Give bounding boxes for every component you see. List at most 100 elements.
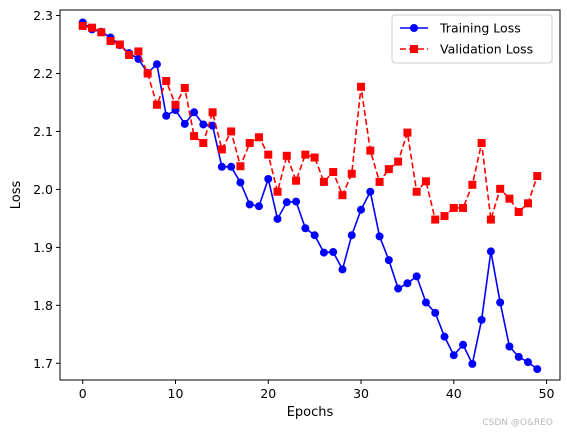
- data-point: [319, 177, 328, 186]
- series-validation-loss: [78, 21, 542, 224]
- data-point: [394, 284, 403, 293]
- data-point: [282, 198, 291, 207]
- data-point: [459, 203, 468, 212]
- data-point: [421, 298, 430, 307]
- data-point: [440, 332, 449, 341]
- x-tick-label: 10: [168, 386, 184, 401]
- data-point: [523, 199, 532, 208]
- data-point: [264, 174, 273, 183]
- x-tick-label: 30: [353, 386, 369, 401]
- data-point: [152, 60, 161, 69]
- data-point: [384, 165, 393, 174]
- data-point: [162, 77, 171, 86]
- data-point: [190, 132, 199, 141]
- data-point: [477, 315, 486, 324]
- x-axis: 0 10 20 30 40 50: [79, 380, 555, 401]
- data-point: [282, 151, 291, 160]
- watermark: CSDN @O&REO: [482, 418, 553, 428]
- legend: Training Loss Validation Loss: [391, 14, 553, 64]
- data-point: [505, 342, 514, 351]
- data-point: [449, 351, 458, 360]
- data-point: [134, 47, 143, 56]
- data-point: [301, 150, 310, 159]
- data-point: [357, 82, 366, 91]
- data-point: [190, 108, 199, 117]
- data-point: [496, 184, 505, 193]
- data-point: [236, 178, 245, 187]
- data-point: [412, 187, 421, 196]
- data-point: [143, 69, 152, 78]
- data-point: [440, 212, 449, 221]
- data-point: [412, 272, 421, 281]
- y-tick-label: 2.1: [33, 124, 53, 139]
- data-point: [468, 180, 477, 189]
- data-point: [533, 365, 542, 374]
- data-point: [310, 231, 319, 240]
- data-point: [78, 21, 87, 30]
- y-axis-label: Loss: [9, 181, 24, 210]
- data-point: [366, 146, 375, 155]
- data-point: [384, 256, 393, 265]
- data-point: [338, 265, 347, 274]
- data-point: [329, 248, 338, 257]
- y-tick-label: 2.2: [33, 66, 53, 81]
- x-axis-label: Epochs: [287, 405, 334, 420]
- plot-area: [78, 18, 542, 374]
- data-point: [375, 177, 384, 186]
- data-point: [208, 121, 217, 130]
- data-point: [292, 176, 301, 185]
- data-point: [199, 120, 208, 129]
- legend-entry: Validation Loss: [400, 42, 533, 57]
- data-point: [152, 100, 161, 109]
- data-point: [97, 28, 106, 37]
- legend-marker: [410, 45, 418, 53]
- data-point: [347, 169, 356, 178]
- data-point: [403, 279, 412, 288]
- data-point: [180, 119, 189, 128]
- data-point: [486, 247, 495, 256]
- data-point: [431, 308, 440, 317]
- y-tick-label: 1.8: [33, 298, 53, 313]
- legend-box: [391, 14, 553, 64]
- data-point: [514, 352, 523, 361]
- data-point: [514, 208, 523, 217]
- data-point: [245, 139, 254, 148]
- data-point: [273, 187, 282, 196]
- data-point: [496, 298, 505, 307]
- data-point: [227, 162, 236, 171]
- data-point: [227, 127, 236, 136]
- x-tick-label: 50: [539, 386, 555, 401]
- y-tick-label: 1.9: [33, 240, 53, 255]
- x-tick-label: 0: [79, 386, 87, 401]
- data-point: [468, 359, 477, 368]
- data-point: [449, 203, 458, 212]
- x-tick-label: 40: [446, 386, 462, 401]
- data-point: [366, 187, 375, 196]
- data-point: [347, 231, 356, 240]
- data-point: [301, 224, 310, 233]
- data-point: [505, 194, 514, 203]
- data-point: [310, 153, 319, 162]
- data-point: [208, 108, 217, 117]
- data-point: [217, 145, 226, 154]
- legend-entry: Training Loss: [400, 21, 521, 36]
- y-tick-label: 2.3: [33, 8, 53, 23]
- data-point: [199, 139, 208, 148]
- data-point: [106, 37, 115, 46]
- y-tick-label: 2.0: [33, 182, 53, 197]
- y-tick-label: 1.7: [33, 356, 53, 371]
- data-point: [338, 191, 347, 200]
- data-point: [254, 133, 263, 142]
- data-point: [217, 162, 226, 171]
- data-point: [403, 128, 412, 137]
- data-point: [264, 150, 273, 159]
- data-point: [459, 340, 468, 349]
- data-point: [292, 197, 301, 206]
- legend-marker: [410, 24, 418, 32]
- data-point: [329, 168, 338, 177]
- data-point: [319, 248, 328, 257]
- data-point: [88, 23, 97, 32]
- x-tick-label: 20: [260, 386, 276, 401]
- data-point: [125, 50, 134, 59]
